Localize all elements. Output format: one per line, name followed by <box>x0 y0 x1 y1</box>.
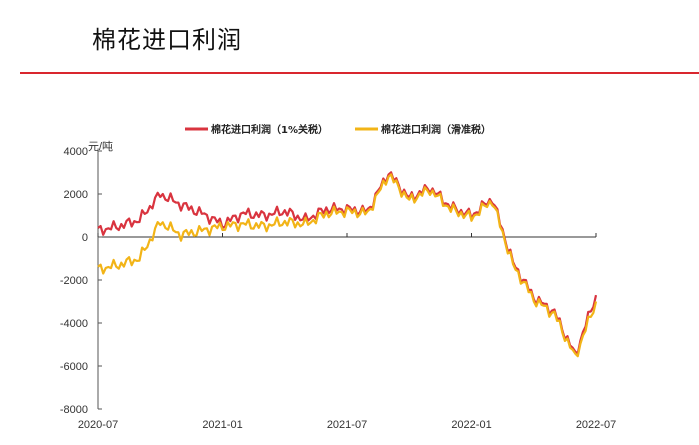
x-tick-label: 2021-01 <box>202 419 242 431</box>
x-axis-ticks: 2020-07 2021-01 2021-07 2022-01 2022-07 <box>78 233 616 431</box>
legend-label-tariff: 棉花进口利润（1%关税） <box>211 123 328 136</box>
y-axis-unit: 元/吨 <box>88 140 113 153</box>
y-tick-label: 4000 <box>64 146 88 158</box>
y-tick-label: 2000 <box>64 189 88 201</box>
x-tick-label: 2021-07 <box>327 419 367 431</box>
x-tick-label: 2022-01 <box>451 419 491 431</box>
x-tick-label: 2020-07 <box>78 419 118 431</box>
chart-legend: 棉花进口利润（1%关税） 棉花进口利润（滑准税） <box>185 123 491 136</box>
y-tick-label: 0 <box>82 232 88 244</box>
y-tick-label: -8000 <box>60 404 88 416</box>
title-divider <box>20 72 699 74</box>
legend-label-sliding: 棉花进口利润（滑准税） <box>381 123 491 136</box>
series-line-sliding <box>97 173 598 358</box>
y-tick-label: -4000 <box>60 318 88 330</box>
y-tick-label: -6000 <box>60 361 88 373</box>
series-line-tariff <box>97 171 598 355</box>
y-axis-ticks: 4000 2000 0 -2000 -4000 -6000 -8000 <box>60 146 102 416</box>
x-tick-label: 2022-07 <box>576 419 616 431</box>
y-tick-label: -2000 <box>60 275 88 287</box>
page-title: 棉花进口利润 <box>92 26 242 54</box>
